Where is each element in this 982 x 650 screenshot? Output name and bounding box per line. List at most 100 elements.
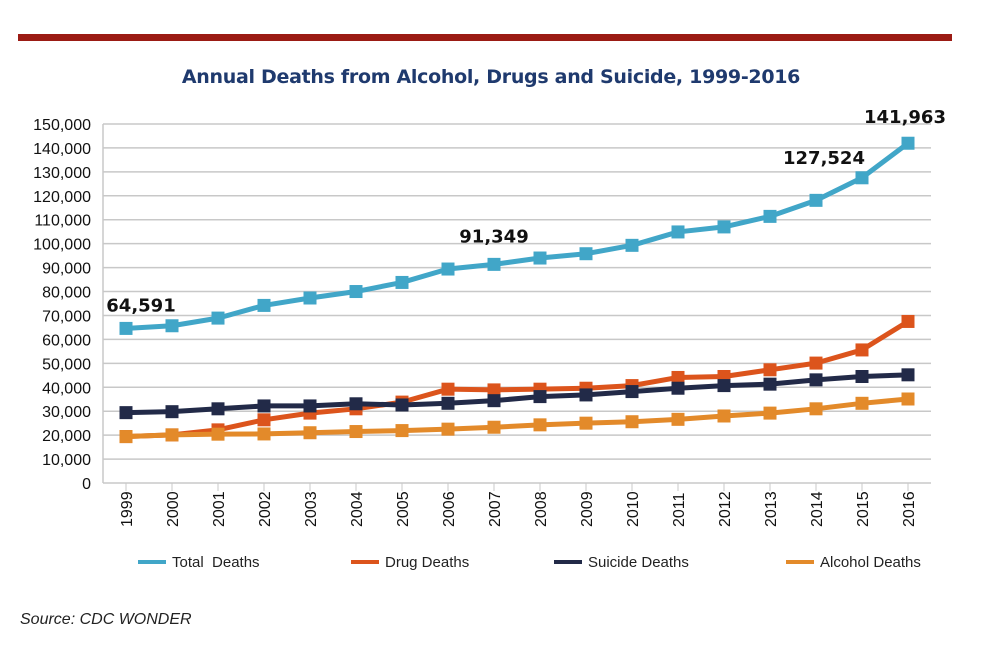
data-point-0 bbox=[855, 171, 869, 185]
source-note: Source: CDC WONDER bbox=[20, 611, 192, 628]
data-point-1 bbox=[855, 343, 869, 357]
y-tick-label: 0 bbox=[82, 476, 91, 493]
x-tick-label: 2004 bbox=[349, 491, 366, 527]
legend-label: Total Deaths bbox=[172, 554, 260, 571]
legend-label: Drug Deaths bbox=[385, 554, 469, 571]
data-point-3 bbox=[855, 396, 869, 410]
data-point-2 bbox=[119, 406, 133, 420]
data-label: 64,591 bbox=[106, 295, 175, 316]
x-tick-label: 2016 bbox=[901, 491, 918, 527]
data-point-3 bbox=[717, 409, 731, 423]
top-rule bbox=[18, 34, 952, 41]
data-point-3 bbox=[257, 427, 271, 441]
series-line-3 bbox=[125, 396, 909, 440]
data-point-3 bbox=[165, 428, 179, 442]
data-point-0 bbox=[165, 319, 179, 333]
data-point-0 bbox=[717, 220, 731, 234]
series-line-1 bbox=[125, 319, 910, 440]
data-point-0 bbox=[487, 257, 501, 271]
data-point-2 bbox=[395, 398, 409, 412]
x-tick-label: 2014 bbox=[809, 491, 826, 527]
data-point-3 bbox=[349, 425, 363, 439]
data-point-3 bbox=[303, 426, 317, 440]
data-point-3 bbox=[809, 402, 823, 416]
x-tick-label: 2002 bbox=[257, 491, 274, 527]
data-point-2 bbox=[257, 399, 271, 413]
data-point-3 bbox=[211, 427, 225, 441]
y-tick-label: 60,000 bbox=[42, 332, 91, 349]
x-tick-label: 2000 bbox=[165, 491, 182, 527]
data-point-3 bbox=[119, 430, 133, 444]
data-point-1 bbox=[809, 356, 823, 370]
data-point-3 bbox=[901, 392, 915, 406]
x-tick-label: 2015 bbox=[855, 491, 872, 527]
data-point-3 bbox=[533, 418, 547, 432]
series-line-0 bbox=[125, 141, 910, 331]
data-point-2 bbox=[763, 377, 777, 391]
data-point-2 bbox=[487, 394, 501, 408]
data-point-3 bbox=[395, 424, 409, 438]
y-tick-label: 30,000 bbox=[42, 404, 91, 421]
y-tick-label: 80,000 bbox=[42, 285, 91, 302]
y-tick-label: 20,000 bbox=[42, 428, 91, 445]
data-point-0 bbox=[349, 285, 363, 299]
data-point-0 bbox=[441, 262, 455, 276]
data-point-1 bbox=[487, 383, 501, 397]
data-point-3 bbox=[441, 422, 455, 436]
data-point-3 bbox=[671, 412, 685, 426]
data-point-1 bbox=[257, 413, 271, 427]
data-label: 91,349 bbox=[459, 226, 528, 247]
series-line-2 bbox=[125, 372, 909, 416]
data-point-0 bbox=[809, 193, 823, 207]
y-tick-label: 40,000 bbox=[42, 380, 91, 397]
data-point-2 bbox=[809, 373, 823, 387]
data-point-3 bbox=[625, 415, 639, 429]
data-point-2 bbox=[165, 405, 179, 419]
x-tick-label: 2012 bbox=[717, 491, 734, 527]
data-point-0 bbox=[901, 136, 915, 150]
x-tick-label: 2005 bbox=[395, 491, 412, 527]
x-tick-label: 2009 bbox=[579, 491, 596, 527]
data-point-2 bbox=[671, 381, 685, 395]
x-tick-label: 2013 bbox=[763, 491, 780, 527]
legend-label: Alcohol Deaths bbox=[820, 554, 921, 571]
x-tick-label: 2001 bbox=[211, 491, 228, 527]
data-point-2 bbox=[349, 397, 363, 411]
data-point-1 bbox=[763, 363, 777, 377]
data-point-0 bbox=[625, 238, 639, 252]
data-point-2 bbox=[579, 388, 593, 402]
data-point-0 bbox=[119, 321, 133, 335]
y-tick-label: 10,000 bbox=[42, 452, 91, 469]
y-tick-label: 150,000 bbox=[33, 117, 91, 134]
data-point-0 bbox=[579, 247, 593, 261]
y-tick-label: 120,000 bbox=[33, 189, 91, 206]
data-point-1 bbox=[901, 314, 915, 328]
data-point-1 bbox=[671, 370, 685, 384]
legend-label: Suicide Deaths bbox=[588, 554, 689, 571]
data-point-0 bbox=[211, 311, 225, 325]
y-tick-label: 100,000 bbox=[33, 237, 91, 254]
x-tick-label: 2007 bbox=[487, 491, 504, 527]
x-tick-label: 2010 bbox=[625, 491, 642, 527]
data-point-1 bbox=[441, 382, 455, 396]
data-point-0 bbox=[671, 225, 685, 239]
x-tick-label: 2006 bbox=[441, 491, 458, 527]
data-point-2 bbox=[855, 369, 869, 383]
chart-title: Annual Deaths from Alcohol, Drugs and Su… bbox=[181, 66, 801, 88]
y-tick-label: 70,000 bbox=[42, 308, 91, 325]
data-point-0 bbox=[395, 275, 409, 289]
y-tick-label: 90,000 bbox=[42, 261, 91, 278]
data-point-2 bbox=[303, 399, 317, 413]
data-label: 141,963 bbox=[864, 107, 946, 128]
x-tick-label: 1999 bbox=[119, 491, 136, 527]
data-point-3 bbox=[487, 420, 501, 434]
x-tick-label: 2003 bbox=[303, 491, 320, 527]
data-point-3 bbox=[579, 416, 593, 430]
x-tick-label: 2008 bbox=[533, 491, 550, 527]
y-tick-label: 130,000 bbox=[33, 165, 91, 182]
data-point-3 bbox=[763, 406, 777, 420]
data-point-2 bbox=[441, 396, 455, 410]
data-point-0 bbox=[763, 209, 777, 223]
data-label: 127,524 bbox=[783, 148, 865, 169]
